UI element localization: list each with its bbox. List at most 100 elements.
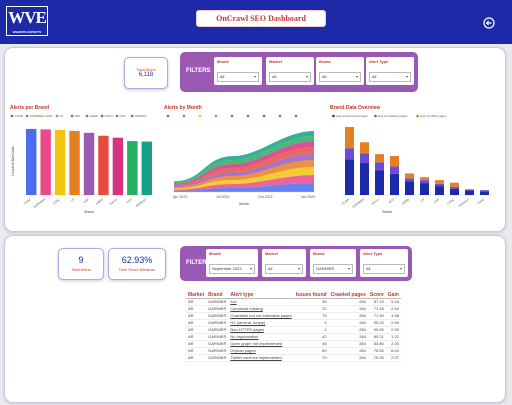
cell-gain: 1.22 bbox=[385, 333, 401, 341]
cell-gain: 5.18 bbox=[385, 298, 401, 306]
cell-market: AR bbox=[186, 347, 207, 355]
filter-brand-label: Brand bbox=[319, 59, 331, 64]
col-brand[interactable]: Brand bbox=[206, 292, 229, 299]
filters-title-bottom: FILTERS bbox=[186, 260, 211, 266]
filter-month-select[interactable]: All ▾ bbox=[217, 72, 259, 82]
filter-alert-type-select[interactable]: All ▾ bbox=[369, 72, 411, 82]
table-row[interactable]: AR GARNIER Open graph not implemented 46 284… bbox=[186, 340, 401, 348]
bar-lmed-s2 bbox=[405, 173, 414, 179]
bar-ysoe bbox=[26, 128, 37, 195]
filter-market-bottom[interactable]: Market All ▾ bbox=[262, 249, 306, 277]
cell-issues-found: 69 bbox=[293, 347, 329, 355]
filter-market-bottom-label: Market bbox=[265, 251, 278, 256]
table-row[interactable]: AR GARNIER 4xx 35 284 87.13 5.18 bbox=[186, 298, 401, 306]
ribbon-band bbox=[174, 153, 314, 188]
cell-score: 71.59 bbox=[367, 312, 386, 320]
chevron-down-icon: ▾ bbox=[347, 266, 350, 271]
filter-brand-select[interactable]: All ▾ bbox=[319, 72, 361, 82]
table-row[interactable]: AR GARNIER Twitter card not implemented 70 2… bbox=[186, 354, 401, 362]
total-alerts-card-bottom: 9 Total Alerts bbox=[58, 248, 104, 280]
bar-garnier-s0 bbox=[360, 163, 369, 195]
filter-month[interactable]: Month All ▾ bbox=[214, 57, 262, 85]
filter-alert-type-bottom[interactable]: Alert Type All ▾ bbox=[360, 249, 408, 277]
cell-crawled-pages: 284 bbox=[328, 354, 368, 362]
tech-score-card: 62.93% Tech Score Measure bbox=[108, 248, 166, 280]
col-score[interactable]: Score bbox=[367, 292, 386, 299]
bar-garnier-s1 bbox=[360, 153, 369, 164]
cell-brand: GARNIER bbox=[206, 305, 229, 313]
cell-market: AR bbox=[186, 298, 207, 306]
total-alerts-bottom-value: 9 bbox=[78, 255, 84, 265]
bar-lp-s1 bbox=[420, 180, 429, 184]
filter-month-bottom[interactable]: Month September 2023 ▾ bbox=[206, 249, 258, 277]
total-alerts-label: Total Alerts bbox=[136, 67, 156, 72]
logo-text: WVE bbox=[8, 8, 47, 27]
filter-market[interactable]: Market All ▾ bbox=[266, 57, 314, 85]
chevron-down-icon: ▾ bbox=[253, 74, 256, 79]
filter-month-bottom-select[interactable]: September 2023 ▾ bbox=[209, 264, 255, 274]
cell-crawled-pages: 284 bbox=[328, 305, 368, 313]
cell-gain: 2.94 bbox=[385, 305, 401, 313]
cell-crawled-pages: 284 bbox=[328, 340, 368, 348]
cell-alert-type: Twitter card not implemented bbox=[228, 354, 294, 362]
ribbon-band bbox=[174, 175, 314, 191]
table-row[interactable]: AR GARNIER Orphan pages 69 284 75.53 6.04 bbox=[186, 347, 401, 355]
col-issues-found[interactable]: Issues found bbox=[293, 292, 329, 299]
filter-alert-type[interactable]: Alert Type All ▾ bbox=[366, 57, 414, 85]
filter-brand-bottom[interactable]: Brand GARNIER ▾ bbox=[310, 249, 356, 277]
back-arrow-icon[interactable] bbox=[483, 17, 495, 29]
bar-lanc-s0 bbox=[450, 188, 459, 195]
bar-kerast-s0 bbox=[465, 190, 474, 195]
filter-alert-type-bottom-label: Alert Type bbox=[363, 251, 383, 256]
legend-swatch bbox=[374, 114, 377, 118]
cell-score: 75.53 bbox=[367, 347, 386, 355]
chevron-down-icon: ▾ bbox=[305, 74, 308, 79]
brand-overview-chart: Avg of Canonical pages Avg of Crawled pag… bbox=[332, 114, 492, 214]
brand-chart-title: Alerts per Brand bbox=[10, 105, 50, 111]
tick-label: LP bbox=[70, 198, 75, 203]
filter-market-bottom-select[interactable]: All ▾ bbox=[265, 264, 303, 274]
cell-crawled-pages: 284 bbox=[328, 347, 368, 355]
legend-label: VICHY bbox=[105, 114, 114, 118]
cell-score: 83.80 bbox=[367, 340, 386, 348]
legend-swatch bbox=[294, 114, 298, 118]
bar-lp-s2 bbox=[420, 177, 429, 181]
table-row[interactable]: AR GARNIER Canonical missing 72 284 71.18 2.94 bbox=[186, 305, 401, 313]
tick-label: LP bbox=[420, 198, 425, 203]
bar-cdt-s0 bbox=[390, 173, 399, 195]
tick-label: CDT bbox=[126, 197, 133, 204]
table-row[interactable]: AR GARNIER Non HTTPS pages 1 284 99.65 0.99 bbox=[186, 326, 401, 334]
col-market[interactable]: Market bbox=[186, 292, 207, 299]
col-crawled-pages[interactable]: Crawled pages bbox=[328, 292, 368, 299]
col-gain[interactable]: Gain bbox=[385, 292, 401, 299]
filter-alert-type-label: Alert Type bbox=[369, 59, 389, 64]
bar-lrp bbox=[83, 132, 95, 195]
filter-market-select[interactable]: All ▾ bbox=[269, 72, 311, 82]
filter-brand[interactable]: Brand All ▾ bbox=[316, 57, 364, 85]
bar-cdt-s2 bbox=[390, 155, 399, 167]
bar-lp-s0 bbox=[420, 183, 429, 195]
tick-label: LRP bbox=[433, 198, 440, 205]
table-row[interactable]: AR GARNIER Crawlable but not indexable pag… bbox=[186, 312, 401, 320]
legend-swatch bbox=[182, 114, 186, 118]
tick-label: LRP bbox=[82, 198, 89, 205]
dashboard-title[interactable]: OnCrawl SEO Dashboard bbox=[196, 10, 326, 27]
legend-swatch bbox=[55, 114, 59, 118]
col-alert-type[interactable]: Alert type bbox=[228, 292, 294, 299]
tick-label: LANC bbox=[52, 197, 62, 205]
filter-brand-bottom-label: Brand bbox=[313, 251, 325, 256]
total-alerts-bottom-label: Total Alerts bbox=[71, 267, 91, 272]
tick-label: Apr 2023 bbox=[173, 195, 187, 199]
filter-alert-type-bottom-select[interactable]: All ▾ bbox=[363, 264, 405, 274]
filter-brand-bottom-select[interactable]: GARNIER ▾ bbox=[313, 264, 353, 274]
cell-brand: GARNIER bbox=[206, 326, 229, 334]
cell-crawled-pages: 284 bbox=[328, 333, 368, 341]
bar-flair-s2 bbox=[345, 127, 354, 149]
ribbon-band bbox=[174, 136, 314, 184]
table-row[interactable]: AR GARNIER No organization 42 284 85.21 1.22 bbox=[186, 333, 401, 341]
legend-swatch bbox=[230, 114, 234, 118]
cell-alert-type: H1 (several, empty) bbox=[228, 319, 294, 327]
legend-swatch bbox=[278, 114, 282, 118]
ribbon-band bbox=[174, 167, 314, 190]
table-row[interactable]: AR GARNIER H1 (several, empty) 9 284 95.02 2.9… bbox=[186, 319, 401, 327]
